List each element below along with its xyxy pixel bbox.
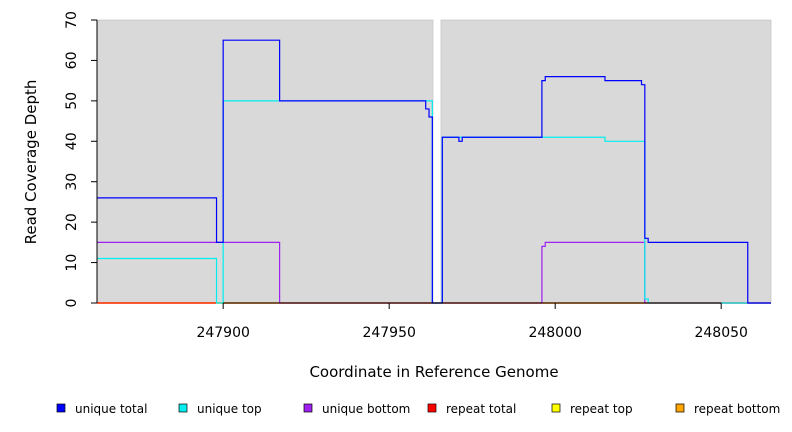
legend-label-repeat-total: repeat total (446, 402, 516, 416)
legend-label-unique-bottom: unique bottom (322, 402, 410, 416)
legend-swatch-unique-top (178, 403, 188, 413)
series-line-unique-total (97, 39, 771, 304)
y-tick-label: 60 (64, 52, 80, 70)
y-tick-label: 10 (64, 254, 80, 272)
y-tick-label: 50 (64, 92, 80, 110)
x-tick-label: 248050 (694, 325, 747, 341)
axes-layer: 0 10 20 30 40 50 60 70 247900 247950 248000 248050 (64, 11, 748, 341)
x-axis-label: Coordinate in Reference Genome (309, 363, 558, 381)
legend-swatch-unique-bottom (303, 403, 313, 413)
legend-label-repeat-top: repeat top (570, 402, 633, 416)
plot-panel-1 (96, 19, 434, 304)
x-tick-label: 248000 (528, 325, 581, 341)
plot-panel-2 (440, 19, 772, 304)
plot-background (96, 19, 772, 304)
y-tick-label: 0 (64, 299, 80, 308)
x-tick-label: 247900 (196, 325, 249, 341)
y-tick-label: 40 (64, 132, 80, 150)
legend-swatch-repeat-total (427, 403, 437, 413)
y-tick-label: 30 (64, 173, 80, 191)
legend-swatch-repeat-bottom (675, 403, 685, 413)
legend: unique total unique top unique bottom repea… (56, 402, 780, 416)
legend-label-unique-total: unique total (75, 402, 147, 416)
y-tick-label: 70 (64, 11, 80, 29)
legend-label-unique-top: unique top (197, 402, 262, 416)
y-tick-label: 20 (64, 213, 80, 231)
legend-swatch-unique-total (56, 403, 66, 413)
x-tick-label: 247950 (362, 325, 415, 341)
legend-swatch-repeat-top (551, 403, 561, 413)
legend-label-repeat-bottom: repeat bottom (694, 402, 780, 416)
y-axis-label: Read Coverage Depth (22, 80, 40, 245)
